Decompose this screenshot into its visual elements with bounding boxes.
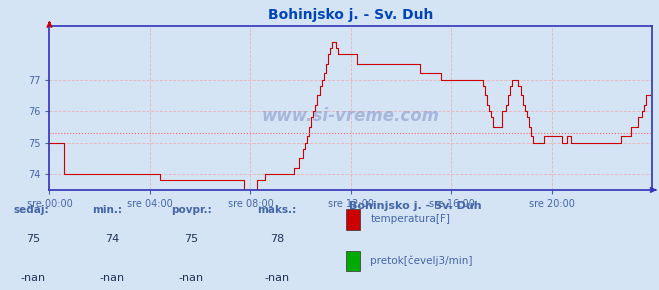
Text: maks.:: maks.: <box>257 205 297 215</box>
Text: -nan: -nan <box>179 273 204 283</box>
Text: sedaj:: sedaj: <box>13 205 49 215</box>
Text: 78: 78 <box>270 234 284 244</box>
Text: min.:: min.: <box>92 205 123 215</box>
Bar <box>346 251 360 271</box>
Text: -nan: -nan <box>20 273 45 283</box>
Title: Bohinjsko j. - Sv. Duh: Bohinjsko j. - Sv. Duh <box>268 8 434 22</box>
Text: www.si-vreme.com: www.si-vreme.com <box>262 107 440 125</box>
Text: Bohinjsko j. - Sv. Duh: Bohinjsko j. - Sv. Duh <box>349 201 482 211</box>
Text: -nan: -nan <box>100 273 125 283</box>
Text: pretok[čevelj3/min]: pretok[čevelj3/min] <box>370 256 473 267</box>
Text: povpr.:: povpr.: <box>171 205 212 215</box>
Text: -nan: -nan <box>264 273 289 283</box>
Text: 75: 75 <box>184 234 198 244</box>
Text: 74: 74 <box>105 234 119 244</box>
Bar <box>346 209 360 230</box>
Text: temperatura[F]: temperatura[F] <box>370 215 450 224</box>
Text: 75: 75 <box>26 234 40 244</box>
